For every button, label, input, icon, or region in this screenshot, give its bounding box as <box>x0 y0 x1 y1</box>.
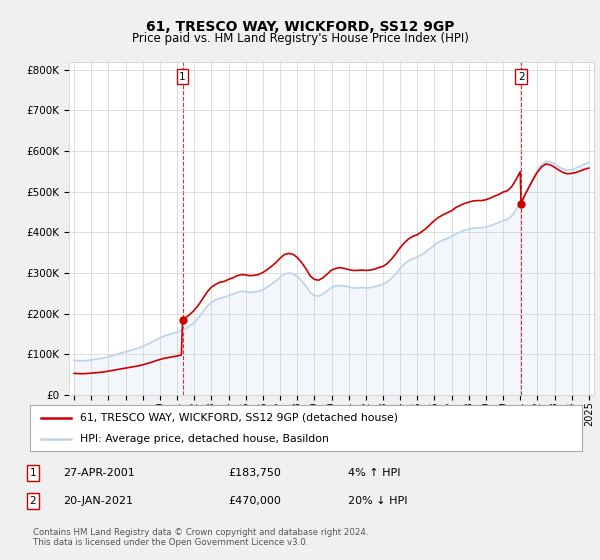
Text: 1: 1 <box>29 468 37 478</box>
Text: 20-JAN-2021: 20-JAN-2021 <box>63 496 133 506</box>
Text: £183,750: £183,750 <box>228 468 281 478</box>
Text: Price paid vs. HM Land Registry's House Price Index (HPI): Price paid vs. HM Land Registry's House … <box>131 32 469 45</box>
Text: Contains HM Land Registry data © Crown copyright and database right 2024.
This d: Contains HM Land Registry data © Crown c… <box>33 528 368 547</box>
Text: 27-APR-2001: 27-APR-2001 <box>63 468 135 478</box>
Text: 61, TRESCO WAY, WICKFORD, SS12 9GP: 61, TRESCO WAY, WICKFORD, SS12 9GP <box>146 20 454 34</box>
Text: £470,000: £470,000 <box>228 496 281 506</box>
Text: HPI: Average price, detached house, Basildon: HPI: Average price, detached house, Basi… <box>80 435 329 444</box>
Text: 20% ↓ HPI: 20% ↓ HPI <box>348 496 407 506</box>
Text: 2: 2 <box>518 72 524 82</box>
Text: 2: 2 <box>29 496 37 506</box>
Text: 61, TRESCO WAY, WICKFORD, SS12 9GP (detached house): 61, TRESCO WAY, WICKFORD, SS12 9GP (deta… <box>80 413 398 423</box>
Text: 1: 1 <box>179 72 186 82</box>
Text: 4% ↑ HPI: 4% ↑ HPI <box>348 468 401 478</box>
